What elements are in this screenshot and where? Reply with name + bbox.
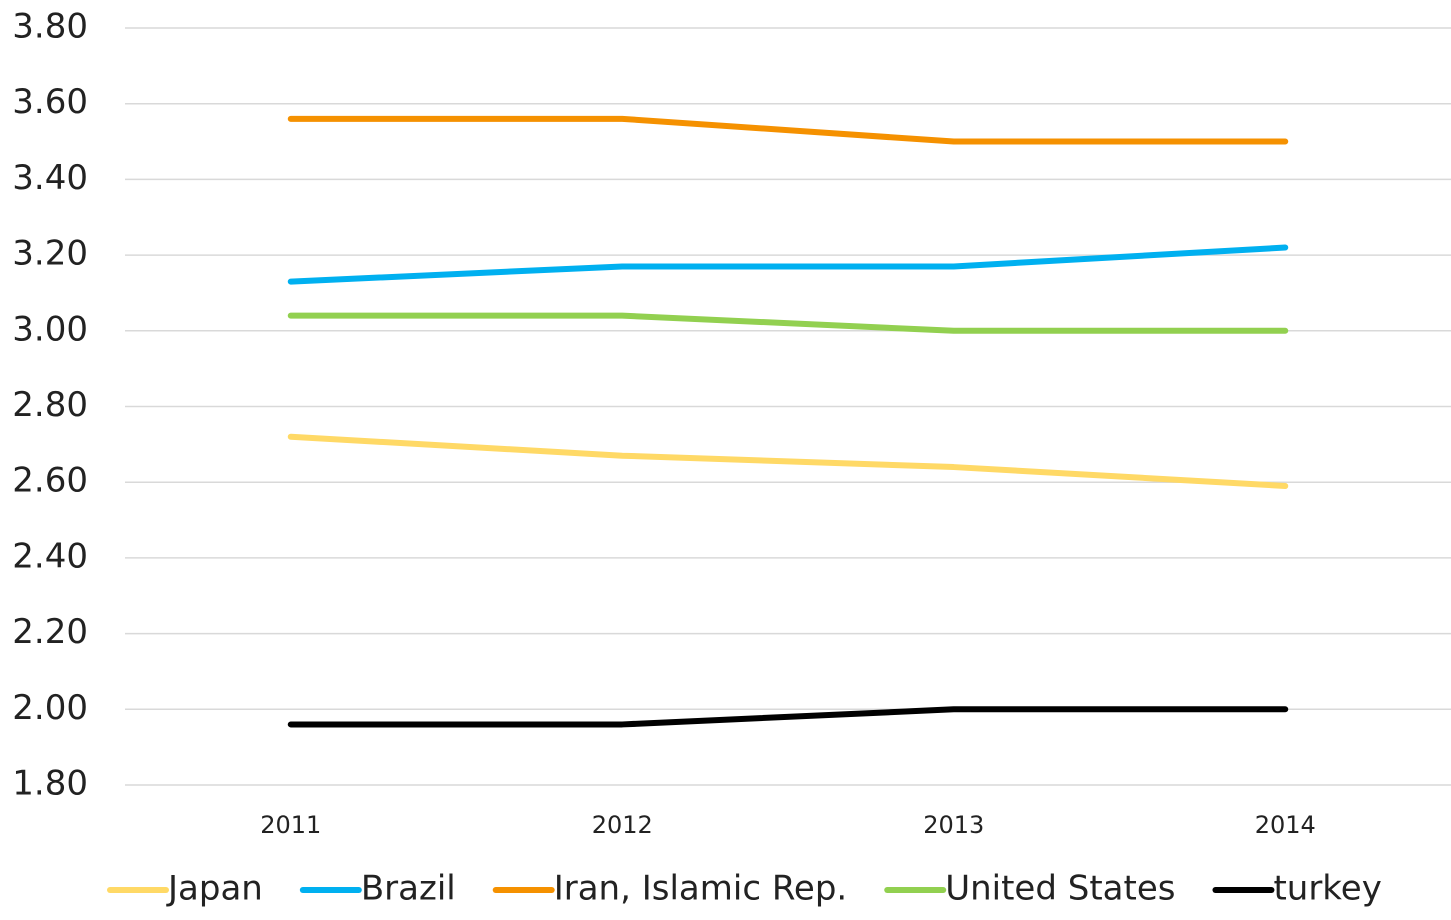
x-tick-label: 2011 xyxy=(260,811,321,839)
y-tick-label: 2.20 xyxy=(12,612,88,652)
y-tick-label: 2.00 xyxy=(12,688,88,728)
legend-label: Brazil xyxy=(361,869,456,909)
legend-label: United States xyxy=(945,869,1175,909)
y-tick-label: 3.00 xyxy=(12,309,88,349)
series-line xyxy=(287,244,1289,285)
series-line xyxy=(287,706,1289,728)
legend-label: Iran, Islamic Rep. xyxy=(554,869,848,909)
x-tick-label: 2012 xyxy=(592,811,653,839)
y-tick-label: 3.20 xyxy=(12,234,88,274)
y-tick-label: 3.40 xyxy=(12,158,88,198)
y-tick-label: 1.80 xyxy=(12,764,88,804)
x-tick-label: 2014 xyxy=(1255,811,1316,839)
y-tick-label: 2.60 xyxy=(12,461,88,501)
y-tick-label: 2.40 xyxy=(12,536,88,576)
x-tick-label: 2013 xyxy=(923,811,984,839)
legend-label: Japan xyxy=(166,869,263,909)
y-tick-label: 2.80 xyxy=(12,385,88,425)
y-tick-label: 3.80 xyxy=(12,7,88,47)
legend-label: turkey xyxy=(1273,869,1381,909)
series-line xyxy=(287,115,1289,145)
y-tick-label: 3.60 xyxy=(12,82,88,122)
series-line xyxy=(287,433,1289,489)
series-line xyxy=(287,312,1289,334)
